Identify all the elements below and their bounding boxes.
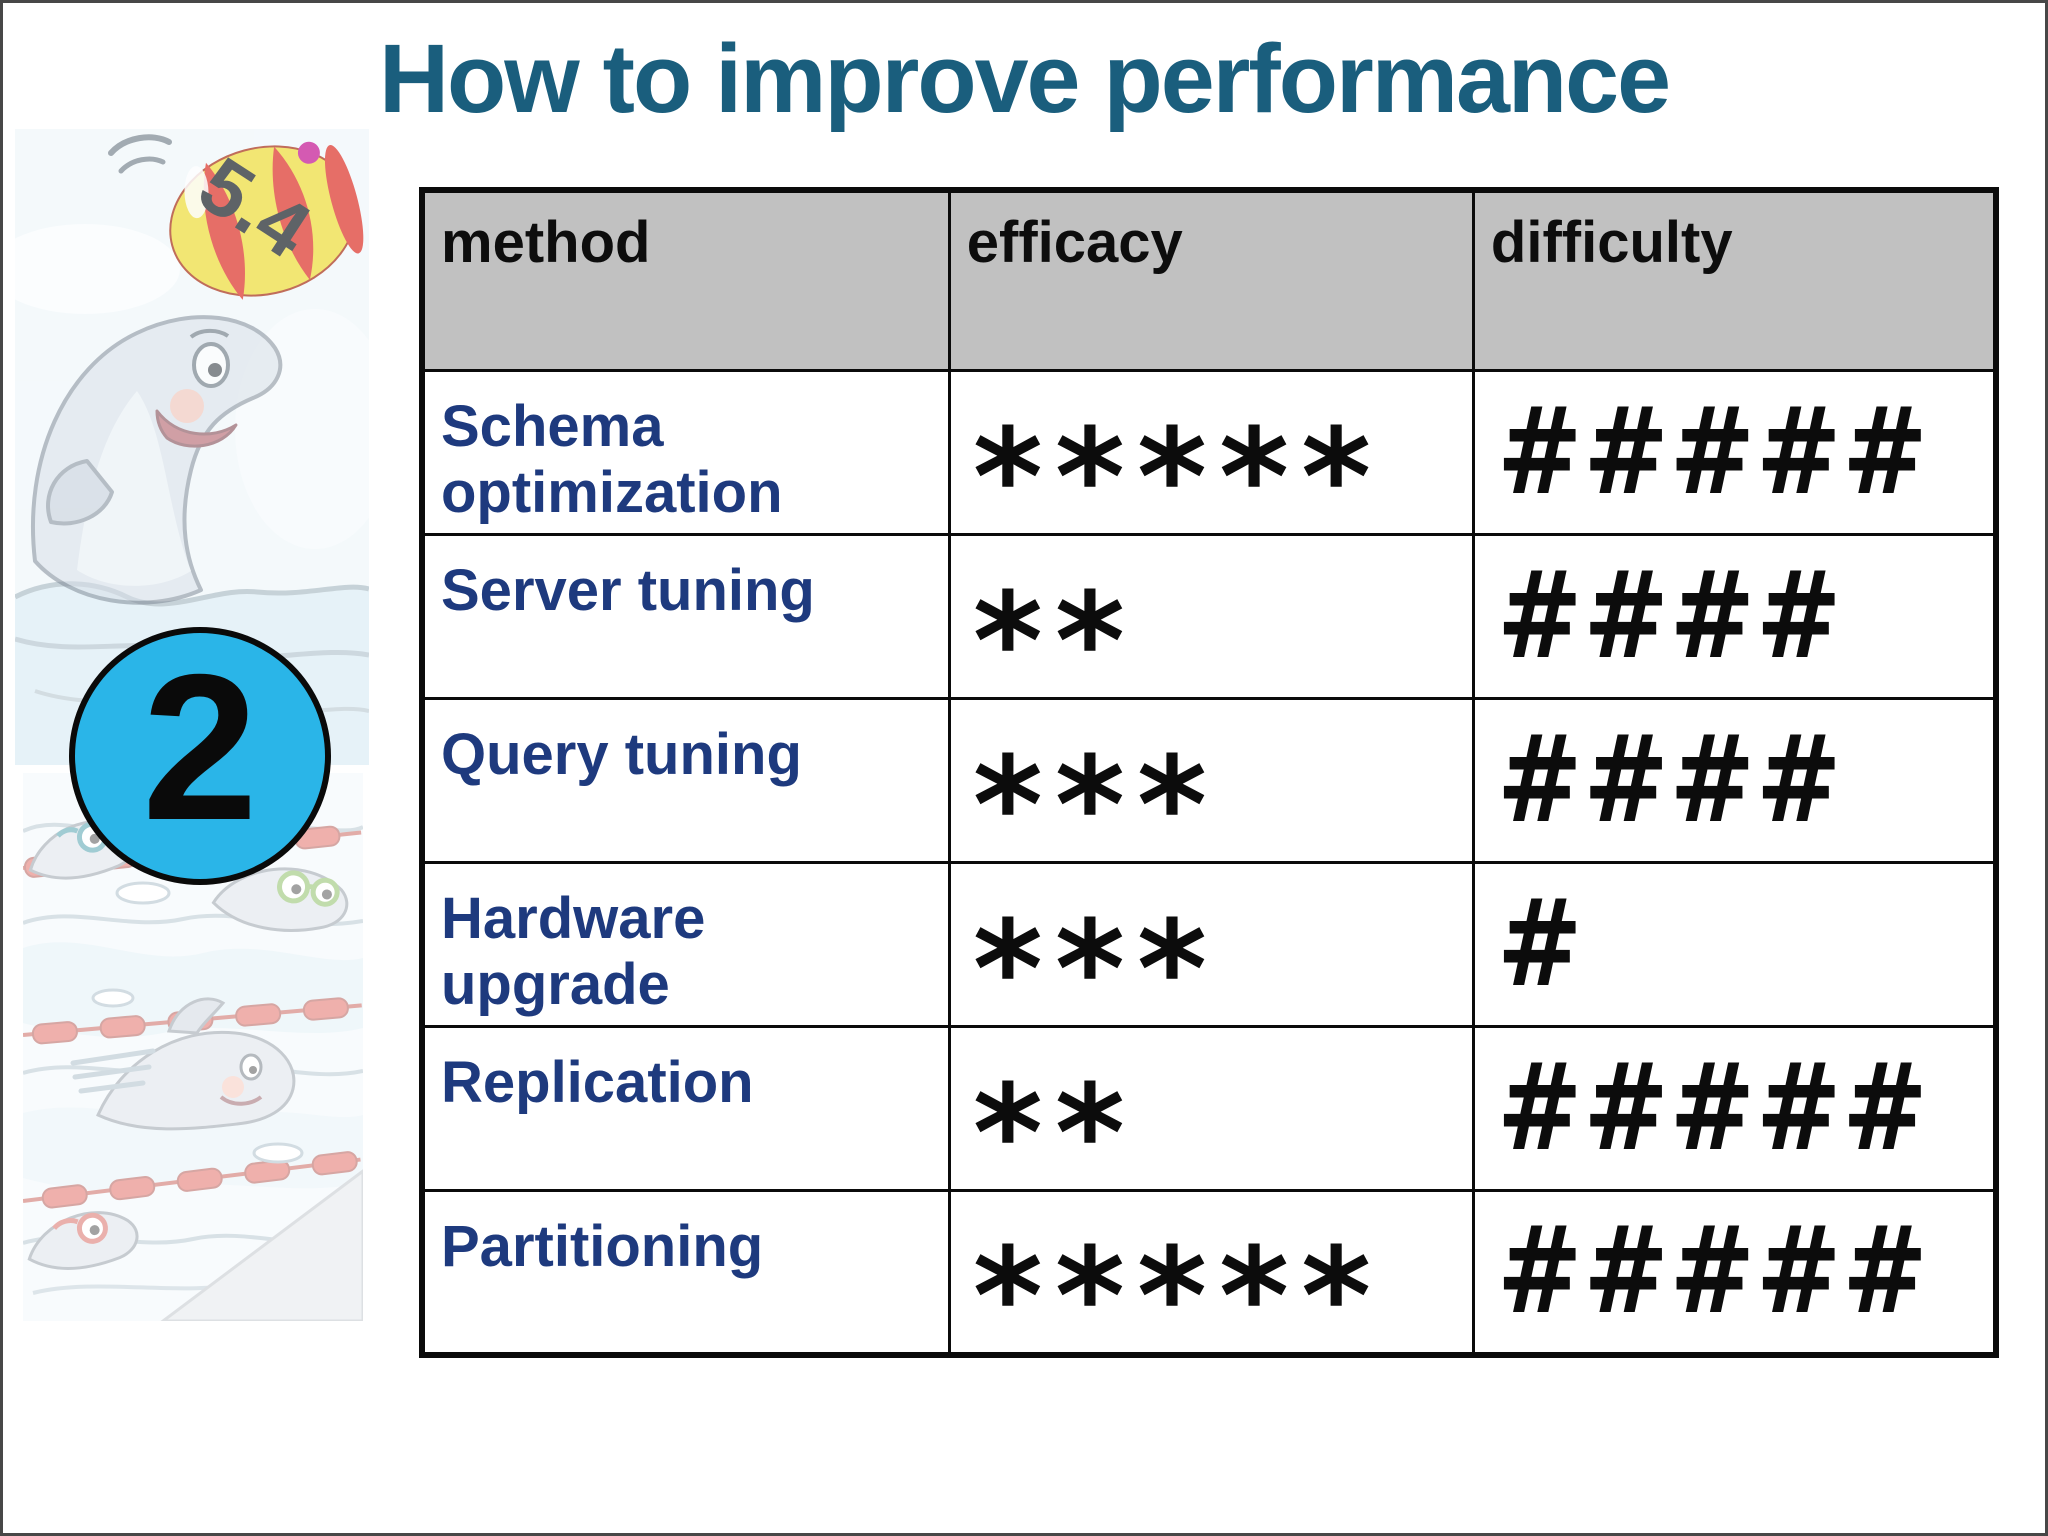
star-rating: ** (972, 564, 1137, 699)
difficulty-cell: #### (1471, 697, 1998, 864)
hash-rating: #### (1496, 710, 1843, 850)
efficacy-cell: ***** (947, 1189, 1475, 1356)
col-header-efficacy: efficacy (947, 188, 1475, 372)
table-row: Server tuning ** #### (420, 533, 1998, 700)
table-header-row: method efficacy difficulty (420, 188, 1998, 372)
efficacy-cell: *** (947, 697, 1475, 864)
star-rating: *** (972, 892, 1220, 1027)
table-row: Hardware upgrade *** # (420, 861, 1998, 1028)
slide-title: How to improve performance (378, 24, 1671, 133)
star-rating: ** (972, 1056, 1137, 1191)
efficacy-cell: ***** (947, 369, 1475, 536)
efficacy-cell: *** (947, 861, 1475, 1028)
method-cell: Hardware upgrade (420, 861, 951, 1028)
hash-rating: ##### (1496, 1038, 1929, 1178)
dolphin-swimmer (70, 997, 296, 1131)
dolphin-swimmer (211, 867, 349, 932)
difficulty-cell: # (1471, 861, 1998, 1028)
table-row: Replication ** ##### (420, 1025, 1998, 1192)
hash-rating: ##### (1496, 382, 1929, 522)
performance-table: method efficacy difficulty Schema optimi… (419, 187, 1999, 1358)
difficulty-cell: ##### (1471, 1189, 1998, 1356)
difficulty-cell: #### (1471, 533, 1998, 700)
method-cell: Partitioning (420, 1189, 951, 1356)
hash-rating: # (1496, 874, 1584, 1014)
difficulty-cell: ##### (1471, 1025, 1998, 1192)
dolphin-ball-illustration: 5.4 (15, 129, 369, 765)
badge-number: 2 (142, 632, 258, 864)
dolphin (30, 315, 283, 605)
pool-deck-corner (160, 1169, 363, 1321)
efficacy-cell: ** (947, 533, 1475, 700)
swimming-dolphins-illustration (23, 773, 363, 1321)
method-cell: Query tuning (420, 697, 951, 864)
efficacy-cell: ** (947, 1025, 1475, 1192)
hash-rating: ##### (1496, 1201, 1929, 1341)
difficulty-cell: ##### (1471, 369, 1998, 536)
method-cell: Schema optimization (420, 369, 951, 536)
method-cell: Replication (420, 1025, 951, 1192)
col-header-method: method (420, 188, 951, 372)
dolphin-swimmer (27, 1211, 139, 1270)
table-row: Partitioning ***** ##### (420, 1189, 1998, 1356)
numbered-circle-badge: 2 (69, 627, 331, 885)
hash-rating: #### (1496, 546, 1843, 686)
star-rating: ***** (972, 400, 1384, 535)
table-row: Schema optimization ***** ##### (420, 369, 1998, 536)
col-header-difficulty: difficulty (1471, 188, 1998, 372)
star-rating: ***** (972, 1219, 1384, 1355)
method-cell: Server tuning (420, 533, 951, 700)
motion-arcs (108, 134, 172, 174)
lane-rope (23, 1151, 361, 1209)
star-rating: *** (972, 728, 1220, 863)
lane-rope (23, 997, 362, 1045)
beach-ball: 5.4 (169, 140, 364, 300)
table-row: Query tuning *** #### (420, 697, 1998, 864)
